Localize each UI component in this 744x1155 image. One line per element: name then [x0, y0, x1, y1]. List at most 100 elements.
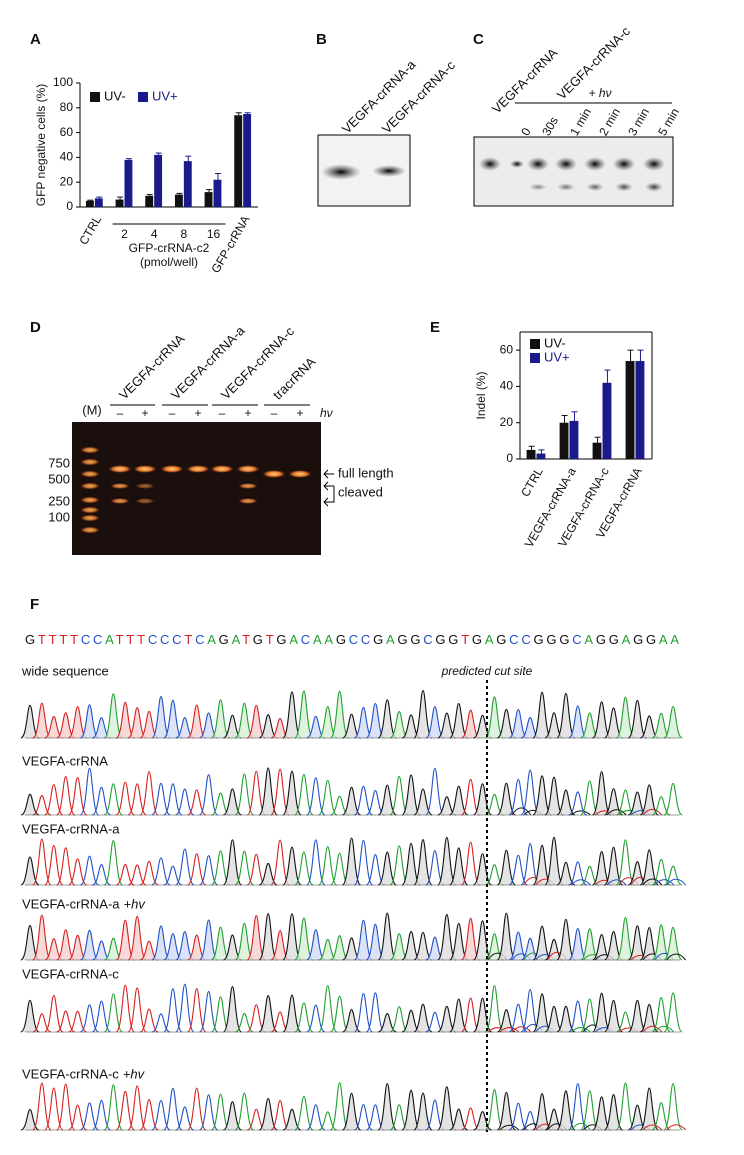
noise-peak [511, 1026, 532, 1033]
peak [639, 849, 659, 886]
legend-swatch [90, 92, 100, 102]
peak [258, 913, 278, 961]
base: C [521, 632, 531, 647]
gel-band [110, 483, 130, 489]
peak [484, 985, 505, 1033]
gel-band [262, 470, 286, 478]
lane-label: VEGFA-crRNA [489, 45, 561, 117]
peak [484, 696, 505, 739]
base: C [572, 632, 582, 647]
peak [223, 934, 242, 961]
peak [365, 789, 385, 816]
peak [437, 712, 457, 739]
peak [318, 938, 338, 961]
base: G [435, 632, 446, 647]
gel-band [645, 182, 663, 192]
base: T [184, 632, 193, 647]
peak [639, 1087, 659, 1131]
base: G [219, 632, 230, 647]
peak [651, 996, 671, 1033]
peak [32, 702, 52, 739]
peak [663, 926, 683, 961]
ladder-label: 100 [48, 509, 70, 524]
band-label: full length [338, 465, 394, 480]
peak [520, 842, 540, 886]
y-tick-label: 40 [500, 379, 514, 393]
peak [330, 935, 350, 961]
peak [377, 699, 397, 739]
peak [496, 912, 517, 961]
bar [526, 449, 536, 459]
base: C [509, 632, 519, 647]
base: C [81, 632, 91, 647]
peak [615, 917, 636, 961]
peak [92, 1099, 111, 1131]
peak [508, 778, 528, 816]
peak [532, 925, 552, 961]
y-axis-label: GFP negative cells (%) [34, 84, 48, 207]
peak [115, 781, 135, 816]
gel-band [372, 165, 406, 177]
base: G [534, 632, 545, 647]
y-tick-label: 60 [500, 342, 514, 356]
peak [294, 851, 314, 886]
peak [163, 865, 183, 886]
lane-label: 30s [539, 114, 561, 138]
gel-band [479, 157, 501, 171]
sign-label: + [296, 406, 303, 420]
base: A [670, 632, 680, 647]
peak [389, 1006, 409, 1033]
peak [449, 998, 469, 1033]
peak [151, 696, 171, 739]
peak [115, 984, 135, 1033]
peak [615, 839, 636, 886]
gel-band [615, 182, 633, 192]
peak [592, 851, 612, 886]
base: G [25, 632, 36, 647]
lane-label: 1 min [567, 106, 594, 138]
peak [187, 853, 207, 886]
peak [56, 776, 76, 816]
peak [389, 775, 409, 816]
peak [353, 919, 374, 961]
peak [591, 771, 612, 816]
legend-label: UV+ [544, 349, 570, 364]
peak [377, 912, 397, 961]
lane-label: 0 [518, 125, 534, 138]
peak [139, 1099, 159, 1131]
peak [341, 837, 362, 886]
sign-label: – [117, 406, 124, 420]
x-axis-label: GFP-crRNA-c2 [129, 241, 210, 255]
gel-band [557, 183, 575, 191]
peak [139, 771, 159, 816]
peak [520, 937, 540, 961]
peak [234, 1092, 255, 1131]
peak [246, 1108, 266, 1131]
base: T [38, 632, 47, 647]
peak [401, 774, 421, 816]
peak [80, 1102, 99, 1131]
base: C [423, 632, 433, 647]
y-tick-label: 80 [60, 100, 74, 114]
cut-site-label: predicted cut site [441, 664, 533, 678]
peak [151, 857, 171, 886]
y-tick-label: 0 [66, 199, 73, 213]
base: A [324, 632, 334, 647]
peak [163, 699, 183, 739]
peak [580, 928, 600, 961]
chromatogram [20, 836, 687, 886]
peak [627, 999, 647, 1033]
noise-peak [570, 1027, 591, 1033]
peak [92, 940, 111, 961]
gel [72, 422, 321, 555]
peak [544, 836, 564, 886]
base: G [609, 632, 620, 647]
y-tick-label: 20 [500, 415, 514, 429]
lane-label: 2 min [596, 106, 623, 138]
peak [127, 1085, 147, 1131]
peak [449, 703, 469, 739]
peak [580, 1090, 600, 1131]
gel-band [527, 157, 549, 171]
peak [389, 711, 409, 739]
base: T [116, 632, 125, 647]
